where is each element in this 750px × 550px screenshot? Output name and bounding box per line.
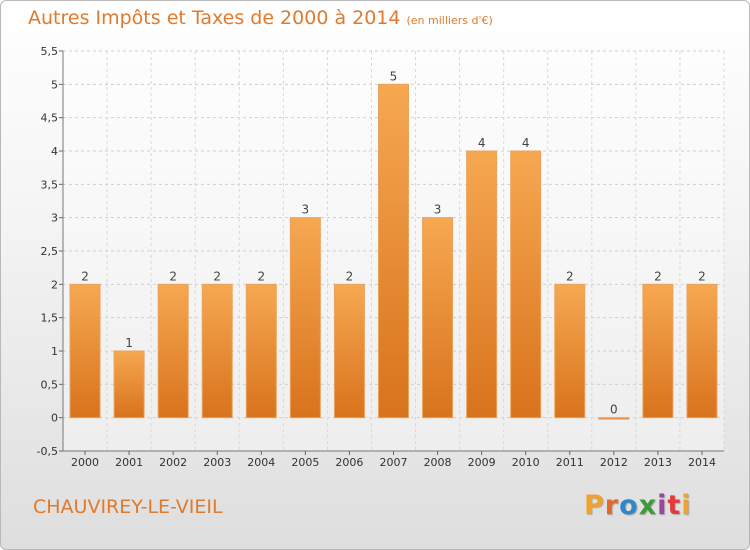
y-tick-label: 1,5 (41, 312, 59, 325)
data-label: 2 (257, 269, 265, 283)
bar-2009 (466, 150, 498, 419)
bar-2012 (598, 417, 630, 420)
proxiti-logo: Proxiti (584, 490, 692, 521)
axes (59, 50, 724, 455)
logo-letter: i (681, 490, 692, 521)
labels: -0,5 0 0,5 1 1,5 2 2,5 3 3,5 4 4,5 5 5,5 2 2000 1 2001 2 2… (37, 45, 716, 469)
x-tick-label: 2002 (159, 456, 187, 469)
bar-2008 (422, 217, 454, 419)
y-tick-label: 3,5 (41, 178, 59, 191)
logo-letter: x (638, 490, 658, 521)
y-tick-label: 1 (51, 345, 58, 358)
bar-2004 (245, 283, 277, 419)
data-label: 2 (346, 269, 354, 283)
x-tick-label: 2013 (644, 456, 672, 469)
data-label: 2 (566, 269, 574, 283)
x-tick-label: 2003 (203, 456, 231, 469)
x-tick-label: 2014 (688, 456, 716, 469)
x-tick-label: 2008 (424, 456, 452, 469)
data-label: 2 (213, 269, 221, 283)
x-tick-label: 2005 (291, 456, 319, 469)
location-name: CHAUVIREY-LE-VIEIL (33, 496, 223, 518)
x-tick-label: 2009 (468, 456, 496, 469)
x-tick-label: 2007 (380, 456, 408, 469)
chart-subtitle: (en milliers d'€) (406, 14, 493, 27)
data-label: 4 (522, 136, 530, 150)
y-tick-label: 3 (51, 212, 58, 225)
y-tick-label: 2 (51, 278, 58, 291)
x-tick-label: 2011 (556, 456, 584, 469)
data-label: 5 (390, 69, 398, 83)
bar-2011 (554, 283, 586, 419)
bar-2007 (378, 83, 409, 419)
chart-title-text: Autres Impôts et Taxes de 2000 à 2014 (28, 7, 401, 29)
logo-letter: o (619, 490, 639, 521)
logo-letter: P (584, 490, 605, 521)
bar-2005 (289, 217, 321, 419)
y-tick-label: 5,5 (41, 45, 59, 58)
data-label: 1 (125, 336, 133, 350)
y-tick-label: -0,5 (37, 445, 58, 458)
y-tick-label: 5 (51, 78, 58, 91)
logo-letter: i (657, 490, 668, 521)
chart-title: Autres Impôts et Taxes de 2000 à 2014 (en… (28, 7, 493, 29)
bar-2000 (69, 283, 101, 419)
y-tick-label: 0,5 (41, 378, 59, 391)
data-label: 3 (434, 203, 442, 217)
data-label: 0 (610, 403, 618, 417)
logo-letter: t (667, 490, 682, 521)
x-tick-label: 2004 (247, 456, 275, 469)
x-tick-label: 2010 (512, 456, 540, 469)
x-tick-label: 2006 (335, 456, 363, 469)
bar-2013 (642, 283, 674, 419)
x-tick-label: 2000 (71, 456, 99, 469)
data-label: 4 (478, 136, 486, 150)
x-tick-label: 2001 (115, 456, 143, 469)
bar-2003 (201, 283, 233, 419)
data-label: 2 (654, 269, 662, 283)
data-label: 2 (169, 269, 177, 283)
data-label: 3 (302, 203, 310, 217)
bar-2014 (686, 283, 718, 419)
bar-2001 (113, 350, 145, 419)
data-label: 2 (698, 269, 706, 283)
bar-2010 (510, 150, 542, 419)
logo-letter: r (604, 490, 620, 521)
y-tick-label: 4 (51, 145, 58, 158)
bar-2006 (333, 283, 365, 419)
x-tick-label: 2012 (600, 456, 628, 469)
bar-2002 (157, 283, 189, 419)
y-tick-label: 0 (51, 412, 58, 425)
y-tick-label: 2,5 (41, 245, 59, 258)
bars (69, 83, 718, 420)
y-tick-label: 4,5 (41, 112, 59, 125)
data-label: 2 (81, 269, 89, 283)
